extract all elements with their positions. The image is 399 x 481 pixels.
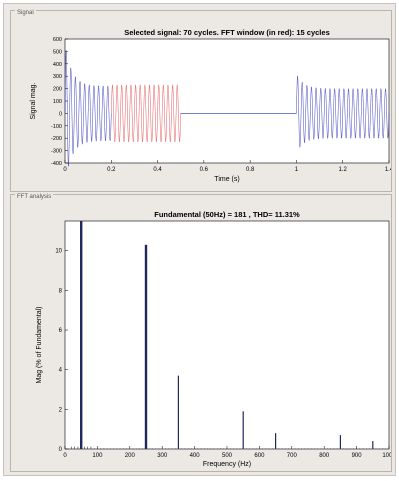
signal-trace-restart bbox=[296, 75, 390, 148]
fft-ytick-label: 8 bbox=[59, 288, 63, 294]
fft-bar-850hz bbox=[339, 435, 341, 449]
fft-plot-title: Fundamental (50Hz) = 181 , THD= 11.31% bbox=[154, 210, 300, 219]
signal-xlabel: Time (s) bbox=[214, 176, 239, 183]
fft-plot[interactable]: Fundamental (50Hz) = 181 , THD= 11.31% 0… bbox=[11, 195, 391, 471]
signal-ytick-label: 200 bbox=[53, 87, 62, 93]
fft-bar-350hz bbox=[177, 375, 179, 449]
signal-xtick-label: 1.4 bbox=[385, 167, 391, 173]
fft-panel: FFT analysis Fundamental (50Hz) = 181 , … bbox=[10, 194, 392, 472]
fft-ytick-label: 0 bbox=[59, 447, 63, 453]
fft-xtick-label: 0 bbox=[63, 453, 67, 459]
signal-ytick-label: -200 bbox=[51, 136, 62, 142]
fft-xtick-label: 300 bbox=[157, 453, 168, 459]
signal-plot-title: Selected signal: 70 cycles. FFT window (… bbox=[124, 28, 330, 37]
fft-xtick-label: 900 bbox=[352, 453, 363, 459]
signal-xtick-label: 0.4 bbox=[153, 167, 162, 173]
fft-panel-label: FFT analysis bbox=[15, 194, 54, 200]
signal-ytick-label: -100 bbox=[51, 124, 62, 130]
signal-xtick-label: 1.2 bbox=[339, 167, 348, 173]
powergui-window: Signal Selected signal: 70 cycles. FFT w… bbox=[3, 3, 396, 476]
fft-ytick-label: 2 bbox=[59, 407, 63, 413]
fft-xtick-label: 700 bbox=[287, 453, 298, 459]
signal-plot[interactable]: Selected signal: 70 cycles. FFT window (… bbox=[11, 11, 391, 191]
signal-xtick-label: 0.6 bbox=[200, 167, 209, 173]
signal-panel: Signal Selected signal: 70 cycles. FFT w… bbox=[10, 10, 392, 192]
fft-bar-50hz bbox=[80, 221, 83, 449]
fft-bar-550hz bbox=[242, 411, 244, 449]
signal-panel-label: Signal bbox=[15, 10, 36, 16]
signal-ytick-label: 500 bbox=[53, 49, 62, 55]
fft-axes[interactable] bbox=[64, 220, 390, 450]
signal-axes[interactable] bbox=[64, 38, 390, 164]
fft-xtick-label: 100 bbox=[92, 453, 103, 459]
signal-ytick-label: 400 bbox=[53, 62, 62, 68]
fft-xtick-label: 400 bbox=[190, 453, 201, 459]
signal-ytick-label: 100 bbox=[53, 99, 62, 105]
signal-ytick-label: 300 bbox=[53, 74, 62, 80]
fft-xtick-label: 500 bbox=[222, 453, 233, 459]
signal-ytick-label: -300 bbox=[51, 149, 62, 155]
signal-ytick-label: 0 bbox=[59, 111, 62, 117]
fft-bar-650hz bbox=[275, 433, 277, 449]
fft-xlabel: Frequency (Hz) bbox=[203, 461, 251, 468]
fft-xtick-label: 600 bbox=[254, 453, 265, 459]
fft-xtick-label: 800 bbox=[319, 453, 330, 459]
signal-trace-fft-window bbox=[111, 84, 181, 143]
fft-ylabel: Mag (% of Fundamental) bbox=[36, 306, 43, 383]
signal-ytick-label: 600 bbox=[53, 37, 62, 43]
fft-bar-950hz bbox=[372, 441, 374, 449]
signal-xtick-label: 0 bbox=[63, 167, 67, 173]
fft-xtick-label: 200 bbox=[125, 453, 136, 459]
signal-ylabel: Signal mag. bbox=[30, 82, 37, 119]
signal-xtick-label: 0.2 bbox=[107, 167, 116, 173]
signal-ytick-label: -400 bbox=[51, 161, 62, 167]
signal-xtick-label: 0.8 bbox=[246, 167, 255, 173]
signal-xtick-label: 1 bbox=[295, 167, 299, 173]
fft-ytick-label: 10 bbox=[55, 249, 62, 255]
fft-ytick-label: 4 bbox=[59, 368, 63, 374]
fft-ytick-label: 6 bbox=[59, 328, 63, 334]
signal-trace-start bbox=[64, 49, 112, 167]
fft-bar-250hz bbox=[144, 244, 148, 449]
